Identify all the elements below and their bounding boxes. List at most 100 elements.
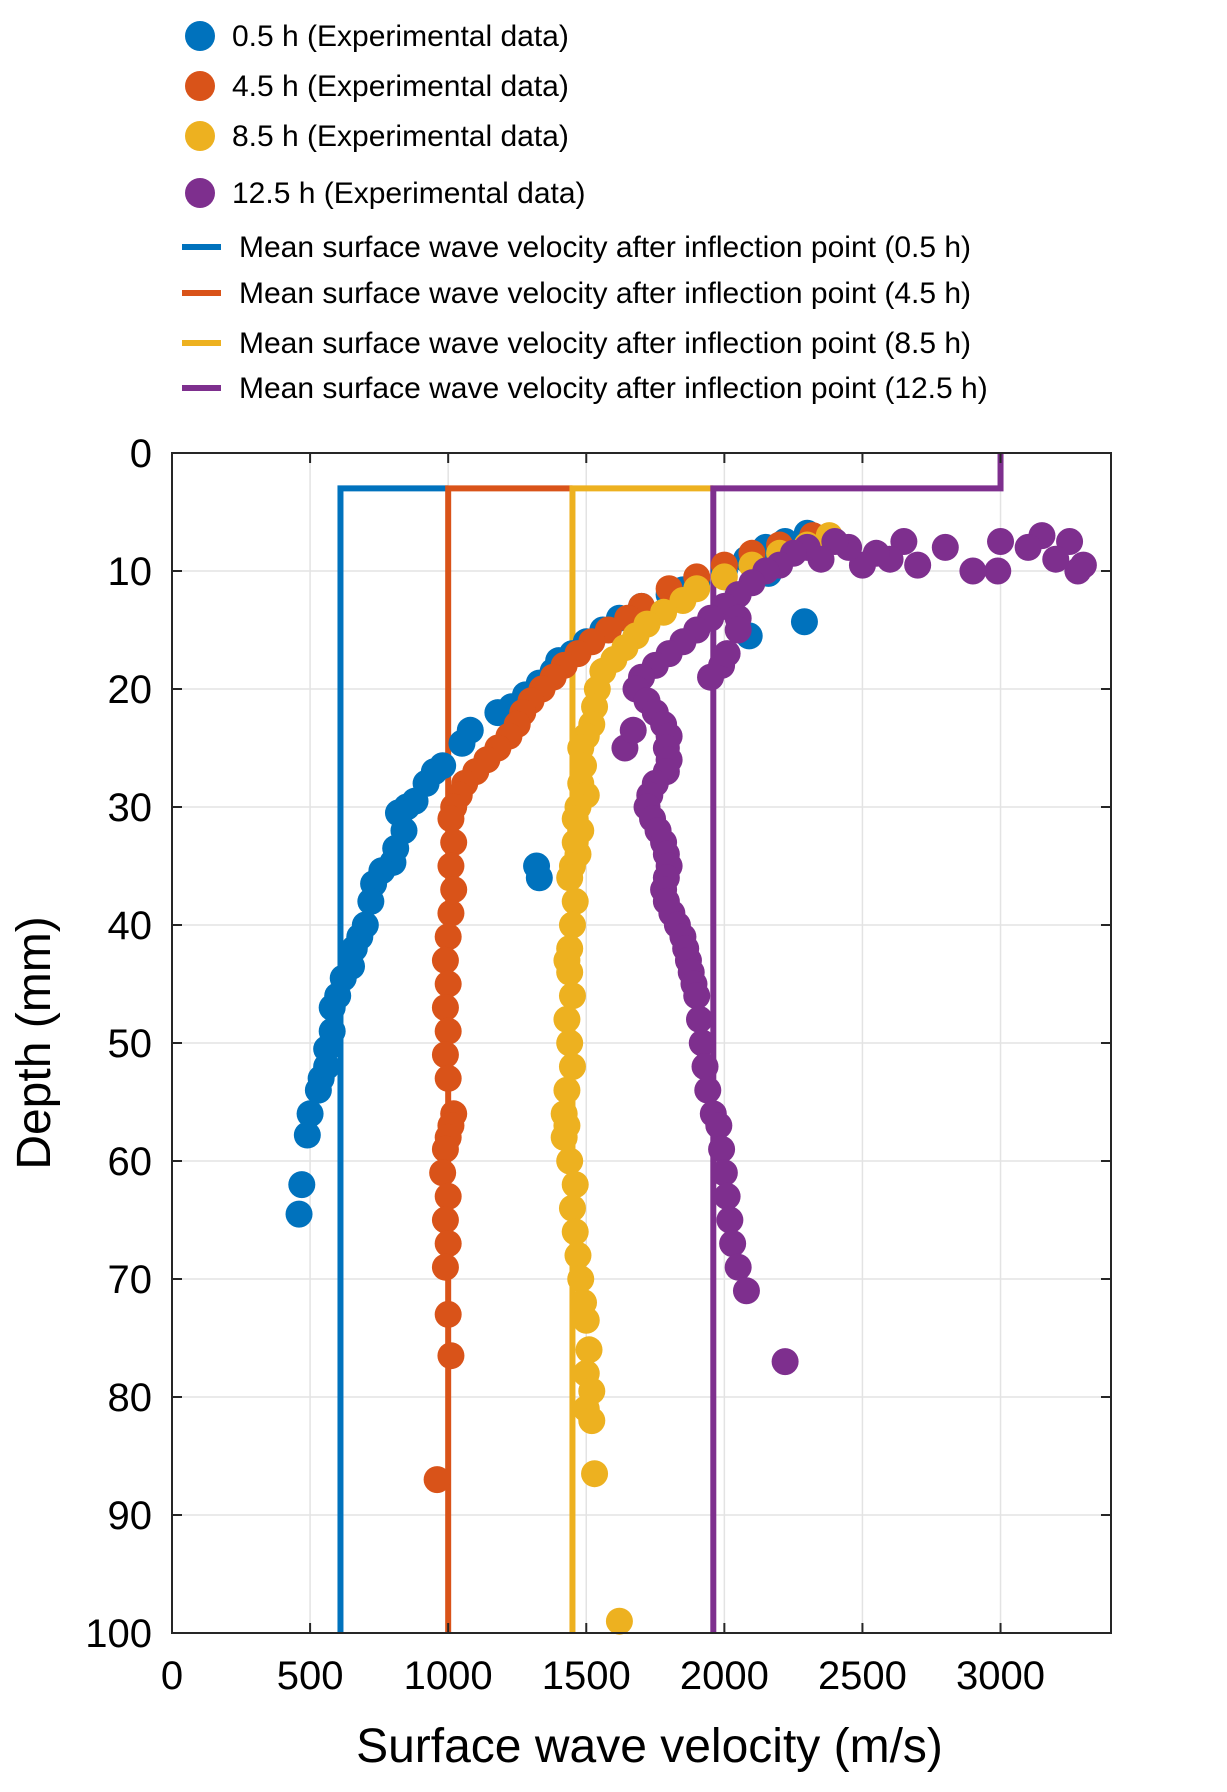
data-point xyxy=(575,1336,603,1364)
data-point xyxy=(440,828,468,856)
data-point xyxy=(688,1029,716,1057)
data-point xyxy=(561,1171,589,1199)
x-tick-label: 0 xyxy=(161,1654,183,1698)
legend-label: 4.5 h (Experimental data) xyxy=(232,70,569,103)
data-point xyxy=(732,1277,760,1305)
x-tick-label: 2000 xyxy=(680,1654,769,1698)
data-point xyxy=(685,1005,713,1033)
data-point xyxy=(431,1253,459,1281)
y-tick-label: 100 xyxy=(85,1612,152,1656)
data-point xyxy=(790,608,818,636)
y-tick-label: 90 xyxy=(108,1494,153,1538)
data-point xyxy=(619,716,647,744)
data-point xyxy=(288,1171,316,1199)
data-point xyxy=(448,729,476,757)
data-point xyxy=(431,994,459,1022)
data-point xyxy=(296,1100,324,1128)
data-point xyxy=(716,1206,744,1234)
data-point xyxy=(705,1112,733,1140)
scatter-series-2 xyxy=(550,522,843,1635)
data-point xyxy=(357,887,385,915)
data-point xyxy=(556,1029,584,1057)
data-point xyxy=(558,982,586,1010)
data-point xyxy=(304,1076,332,1104)
data-point xyxy=(434,970,462,998)
data-point xyxy=(556,1147,584,1175)
data-point xyxy=(713,1182,741,1210)
y-tick-label: 10 xyxy=(108,550,153,594)
data-point xyxy=(553,1076,581,1104)
data-point xyxy=(581,1460,609,1488)
mean-line-4 xyxy=(337,485,449,1633)
data-point xyxy=(724,616,752,644)
x-tick-label: 1500 xyxy=(542,1654,631,1698)
data-point xyxy=(564,1241,592,1269)
data-point xyxy=(708,1135,736,1163)
data-point xyxy=(1064,557,1092,585)
data-point xyxy=(605,1607,633,1635)
y-axis-ticks: 0 10 20 30 40 50 60 70 80 90 100 xyxy=(85,432,1111,1656)
scatter-series-3 xyxy=(611,522,1097,1376)
data-point xyxy=(484,699,512,727)
x-tick-label: 2500 xyxy=(818,1654,907,1698)
data-point xyxy=(691,1053,719,1081)
data-point xyxy=(987,528,1015,555)
legend-label: Mean surface wave velocity after inflect… xyxy=(239,327,971,360)
y-tick-label: 20 xyxy=(108,668,153,712)
legend-label: 0.5 h (Experimental data) xyxy=(232,20,569,53)
plot-area: 0 500 1000 1500 2000 2500 3000 0 10 20 30 40 50 60 70… xyxy=(85,432,1112,1698)
data-point xyxy=(904,551,932,579)
y-tick-label: 60 xyxy=(108,1140,153,1184)
legend-label: Mean surface wave velocity after inflect… xyxy=(239,277,971,310)
data-point xyxy=(440,876,468,904)
y-axis-title: Depth (mm) xyxy=(8,916,61,1169)
data-point xyxy=(1014,533,1042,561)
data-point xyxy=(550,1123,578,1151)
data-point xyxy=(572,1306,600,1334)
data-point xyxy=(713,640,741,668)
y-tick-label: 70 xyxy=(108,1258,153,1302)
data-point xyxy=(434,1064,462,1092)
data-point xyxy=(984,557,1012,585)
data-point xyxy=(578,1407,606,1435)
y-tick-label: 0 xyxy=(130,432,152,476)
data-point xyxy=(959,557,987,585)
data-point xyxy=(437,852,465,880)
data-point xyxy=(558,911,586,939)
data-point xyxy=(431,946,459,974)
data-point xyxy=(553,1005,581,1033)
data-point xyxy=(710,1159,738,1187)
legend-marker xyxy=(185,71,215,101)
legend-marker xyxy=(185,178,215,208)
data-point xyxy=(1042,545,1070,573)
data-point xyxy=(434,923,462,951)
data-point xyxy=(931,533,959,561)
data-point xyxy=(556,864,584,892)
data-point xyxy=(558,1194,586,1222)
data-point xyxy=(437,899,465,927)
data-point xyxy=(561,887,589,915)
experimental-points xyxy=(285,519,1097,1635)
legend-label: 8.5 h (Experimental data) xyxy=(232,120,569,153)
data-point xyxy=(434,1182,462,1210)
data-point xyxy=(525,864,553,892)
data-point xyxy=(437,805,465,833)
legend-label: 12.5 h (Experimental data) xyxy=(232,177,586,210)
data-point xyxy=(771,1348,799,1376)
x-axis-title: Surface wave velocity (m/s) xyxy=(356,1720,943,1773)
data-point xyxy=(423,1466,451,1494)
legend-marker xyxy=(185,121,215,151)
y-tick-label: 50 xyxy=(108,1022,153,1066)
legend: 0.5 h (Experimental data) 4.5 h (Experime… xyxy=(182,20,988,405)
legend-label: Mean surface wave velocity after inflect… xyxy=(239,372,988,405)
data-point xyxy=(285,1200,313,1228)
data-point xyxy=(434,1300,462,1328)
x-tick-label: 1000 xyxy=(404,1654,493,1698)
data-point xyxy=(434,1017,462,1045)
data-point xyxy=(293,1121,321,1149)
legend-marker xyxy=(185,21,215,51)
data-point xyxy=(694,1076,722,1104)
data-point xyxy=(558,1053,586,1081)
data-point xyxy=(434,1230,462,1258)
